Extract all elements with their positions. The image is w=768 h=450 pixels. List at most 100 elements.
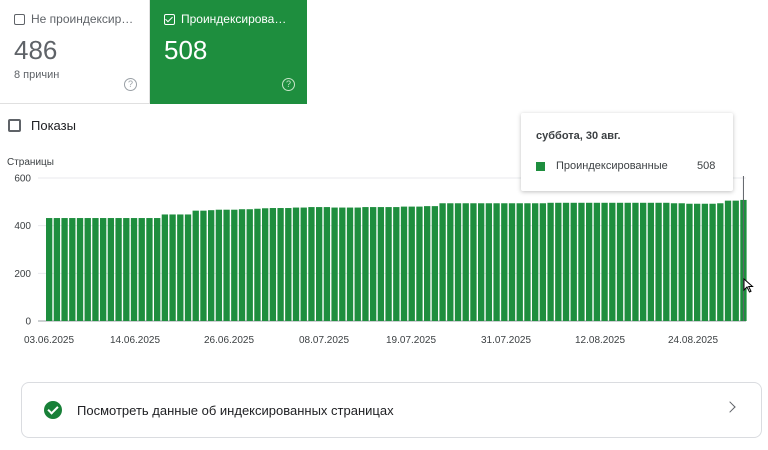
chart-bar bbox=[269, 208, 277, 321]
chart-bar bbox=[184, 214, 192, 321]
checkbox-checked-icon[interactable] bbox=[164, 13, 175, 25]
chart-bar bbox=[76, 218, 84, 321]
chart-bar bbox=[686, 203, 693, 321]
chart-bar bbox=[339, 207, 346, 321]
chart-bar bbox=[670, 203, 678, 321]
help-icon[interactable]: ? bbox=[282, 78, 295, 91]
tab-not-indexed[interactable]: Не проиндексир… 486 8 причин ? bbox=[0, 0, 150, 104]
chart-bar bbox=[732, 200, 739, 321]
chart-tooltip: суббота, 30 авг. Проиндексированные 508 bbox=[521, 113, 733, 191]
y-tick-label: 400 bbox=[14, 221, 31, 232]
chevron-right-icon[interactable] bbox=[724, 401, 736, 413]
chart-bar bbox=[46, 218, 53, 321]
not-indexed-reasons: 8 причин bbox=[14, 69, 60, 81]
chart-bar bbox=[701, 203, 709, 321]
chart-bar bbox=[262, 208, 269, 321]
chart-bar bbox=[547, 202, 554, 321]
y-tick-label: 200 bbox=[14, 269, 31, 280]
chart-bar bbox=[678, 203, 685, 321]
chart-bar bbox=[609, 202, 616, 321]
chart-bar bbox=[601, 202, 608, 321]
chart-bar bbox=[61, 218, 68, 321]
indexed-count: 508 bbox=[164, 35, 208, 65]
chart-bar bbox=[586, 202, 593, 321]
check-circle-icon bbox=[44, 401, 62, 419]
chart-bar bbox=[640, 202, 647, 321]
chart-bar bbox=[192, 210, 199, 321]
chart-bar bbox=[493, 203, 500, 321]
x-tick-label: 31.07.2025 bbox=[481, 335, 531, 346]
chart-bar bbox=[555, 202, 562, 321]
chart-bar bbox=[470, 203, 477, 321]
chart-bar bbox=[447, 203, 454, 321]
indexed-pages-chart[interactable]: 0 200 400 600 03.06.2025 14.06.2025 26.06.2025… bbox=[0, 168, 768, 353]
chart-bar bbox=[346, 207, 354, 321]
chart-bar bbox=[454, 203, 462, 321]
chart-bar bbox=[292, 207, 300, 321]
chart-bar bbox=[169, 214, 176, 321]
view-indexed-pages-link[interactable]: Посмотреть данные об индексированных стр… bbox=[21, 382, 762, 438]
impressions-label: Показы bbox=[31, 118, 76, 133]
indexed-checkbox-row[interactable]: Проиндексирова… bbox=[164, 12, 303, 26]
tooltip-value: 508 bbox=[697, 160, 716, 172]
chart-bar bbox=[717, 203, 724, 321]
indexed-label: Проиндексирова… bbox=[181, 12, 287, 26]
chart-bar bbox=[655, 202, 662, 321]
chart-bar bbox=[285, 208, 292, 321]
x-tick-label: 08.07.2025 bbox=[299, 335, 349, 346]
y-axis-label: Страницы bbox=[7, 157, 54, 168]
chart-bar bbox=[123, 218, 130, 321]
x-tick-label: 26.06.2025 bbox=[204, 335, 254, 346]
chart-bar bbox=[616, 202, 624, 321]
chart-bar bbox=[115, 218, 122, 321]
chart-bar bbox=[524, 203, 531, 321]
chart-bar bbox=[316, 207, 323, 321]
chart-bar bbox=[593, 202, 601, 321]
chart-bar bbox=[694, 203, 701, 321]
chart-bar bbox=[246, 209, 253, 321]
chart-bar bbox=[416, 206, 423, 321]
chart-bar bbox=[92, 218, 99, 321]
chart-bar bbox=[308, 207, 315, 321]
chart-bar bbox=[231, 209, 238, 321]
chart-bar bbox=[154, 218, 161, 321]
checkbox-unchecked-icon[interactable] bbox=[8, 119, 21, 132]
chart-bar bbox=[84, 218, 91, 321]
chart-bar bbox=[724, 200, 732, 321]
impressions-toggle[interactable]: Показы bbox=[8, 118, 76, 133]
chart-bar bbox=[647, 202, 655, 321]
chart-bar bbox=[130, 218, 138, 321]
x-tick-label: 19.07.2025 bbox=[386, 335, 436, 346]
chart-bar bbox=[709, 203, 716, 321]
chart-bar bbox=[354, 207, 361, 321]
chart-bar bbox=[400, 206, 408, 321]
tab-indexed[interactable]: Проиндексирова… 508 ? bbox=[150, 0, 307, 104]
chart-bar bbox=[208, 210, 215, 321]
chart-bar bbox=[578, 202, 585, 321]
checkbox-unchecked-icon[interactable] bbox=[14, 13, 25, 25]
chart-bar bbox=[277, 208, 284, 321]
chart-bar bbox=[238, 209, 246, 321]
chart-bar bbox=[331, 207, 338, 321]
chart-bar bbox=[377, 207, 385, 321]
not-indexed-checkbox-row[interactable]: Не проиндексир… bbox=[14, 12, 141, 26]
chart-bar bbox=[223, 209, 230, 321]
help-icon[interactable]: ? bbox=[124, 78, 137, 91]
chart-bar bbox=[532, 203, 539, 321]
tooltip-series-name: Проиндексированные bbox=[556, 160, 668, 172]
chart-bar bbox=[254, 208, 261, 321]
x-tick-label: 24.08.2025 bbox=[668, 335, 718, 346]
not-indexed-label: Не проиндексир… bbox=[31, 12, 134, 26]
chart-bar bbox=[624, 202, 631, 321]
chart-bar bbox=[200, 210, 207, 321]
chart-bar bbox=[431, 206, 439, 321]
tooltip-series-row: Проиндексированные bbox=[536, 160, 668, 172]
chart-bar bbox=[177, 214, 184, 321]
y-tick-label: 600 bbox=[14, 174, 31, 185]
chart-bar bbox=[323, 207, 331, 321]
chart-bar bbox=[161, 214, 169, 321]
chart-bar bbox=[478, 203, 485, 321]
chart-bar bbox=[370, 207, 377, 321]
chart-bar bbox=[100, 218, 107, 321]
chart-bar bbox=[300, 207, 307, 321]
